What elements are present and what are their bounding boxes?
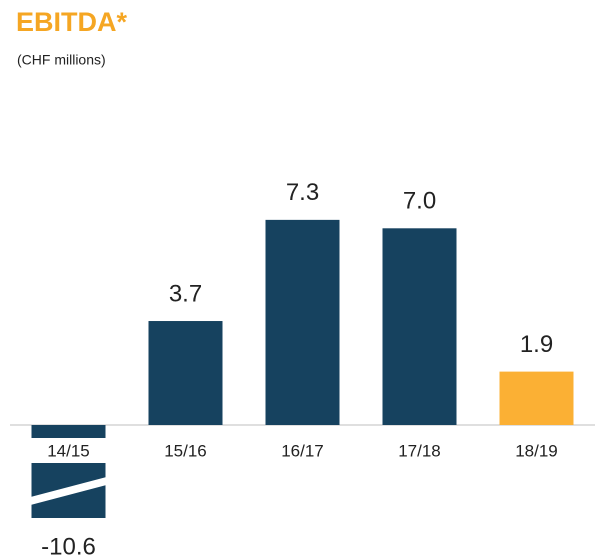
value-label: -10.6	[41, 533, 96, 558]
chart-subtitle: (CHF millions)	[17, 52, 106, 68]
x-tick-label: 18/19	[515, 441, 558, 460]
bar	[382, 228, 457, 425]
chart-title: EBITDA*	[16, 7, 127, 37]
x-tick-label: 17/18	[398, 441, 441, 460]
x-tick-label: 14/15	[47, 441, 90, 460]
x-tick-label: 15/16	[164, 441, 207, 460]
bar	[265, 219, 340, 425]
value-label: 1.9	[520, 331, 553, 358]
value-label: 3.7	[169, 280, 202, 307]
break-mark	[30, 477, 107, 505]
label-gap	[30, 438, 107, 463]
value-label: 7.0	[403, 188, 436, 215]
bar	[148, 321, 223, 425]
bar	[499, 371, 574, 425]
value-label: 7.3	[286, 179, 319, 206]
x-tick-label: 16/17	[281, 441, 324, 460]
